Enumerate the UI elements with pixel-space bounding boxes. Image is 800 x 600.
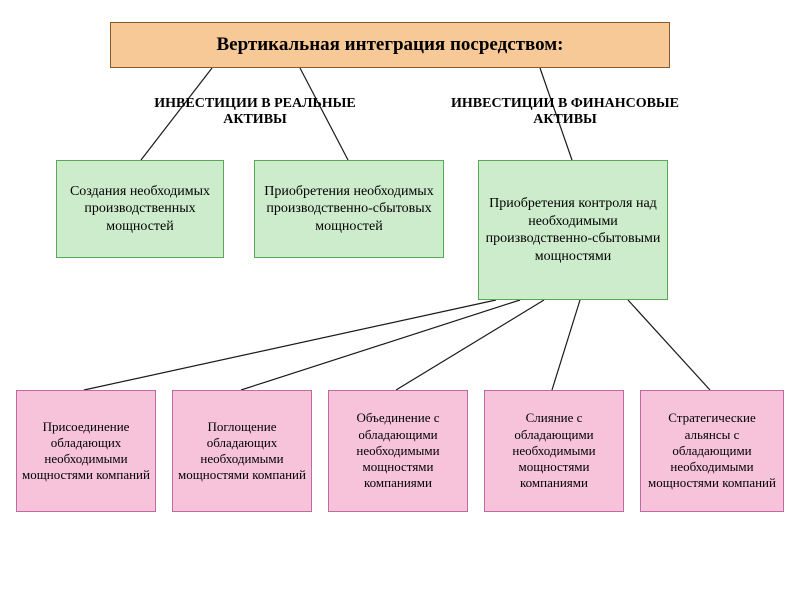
- category-label-text: ИНВЕСТИЦИИ В ФИНАНСОВЫЕ АКТИВЫ: [451, 96, 679, 127]
- category-label-0: ИНВЕСТИЦИИ В РЕАЛЬНЫЕ АКТИВЫ: [130, 96, 380, 128]
- level3-box-2: Объединение с обладающими необходимыми м…: [328, 390, 468, 512]
- level3-box-text: Слияние с обладающими необходимыми мощно…: [489, 410, 619, 491]
- level2-box-text: Приобретения необходимых производственно…: [259, 183, 439, 236]
- title-text: Вертикальная интеграция посредством:: [216, 33, 563, 57]
- category-label-text: ИНВЕСТИЦИИ В РЕАЛЬНЫЕ АКТИВЫ: [154, 96, 355, 127]
- category-label-1: ИНВЕСТИЦИИ В ФИНАНСОВЫЕ АКТИВЫ: [440, 96, 690, 128]
- level3-box-text: Стратегические альянсы с обладающими нео…: [645, 410, 779, 491]
- level3-box-0: Присоединение обладающих необходимыми мо…: [16, 390, 156, 512]
- level3-box-1: Поглощение обладающих необходимыми мощно…: [172, 390, 312, 512]
- title-box: Вертикальная интеграция посредством:: [110, 22, 670, 68]
- level2-box-2: Приобретения контроля над необходимыми п…: [478, 160, 668, 300]
- level2-box-text: Приобретения контроля над необходимыми п…: [483, 195, 663, 265]
- level2-box-1: Приобретения необходимых производственно…: [254, 160, 444, 258]
- level3-box-4: Стратегические альянсы с обладающими нео…: [640, 390, 784, 512]
- level2-box-0: Создания необходимых производственных мо…: [56, 160, 224, 258]
- level3-box-text: Объединение с обладающими необходимыми м…: [333, 410, 463, 491]
- level3-box-text: Поглощение обладающих необходимыми мощно…: [177, 419, 307, 484]
- level3-box-3: Слияние с обладающими необходимыми мощно…: [484, 390, 624, 512]
- level3-box-text: Присоединение обладающих необходимыми мо…: [21, 419, 151, 484]
- level2-box-text: Создания необходимых производственных мо…: [61, 183, 219, 236]
